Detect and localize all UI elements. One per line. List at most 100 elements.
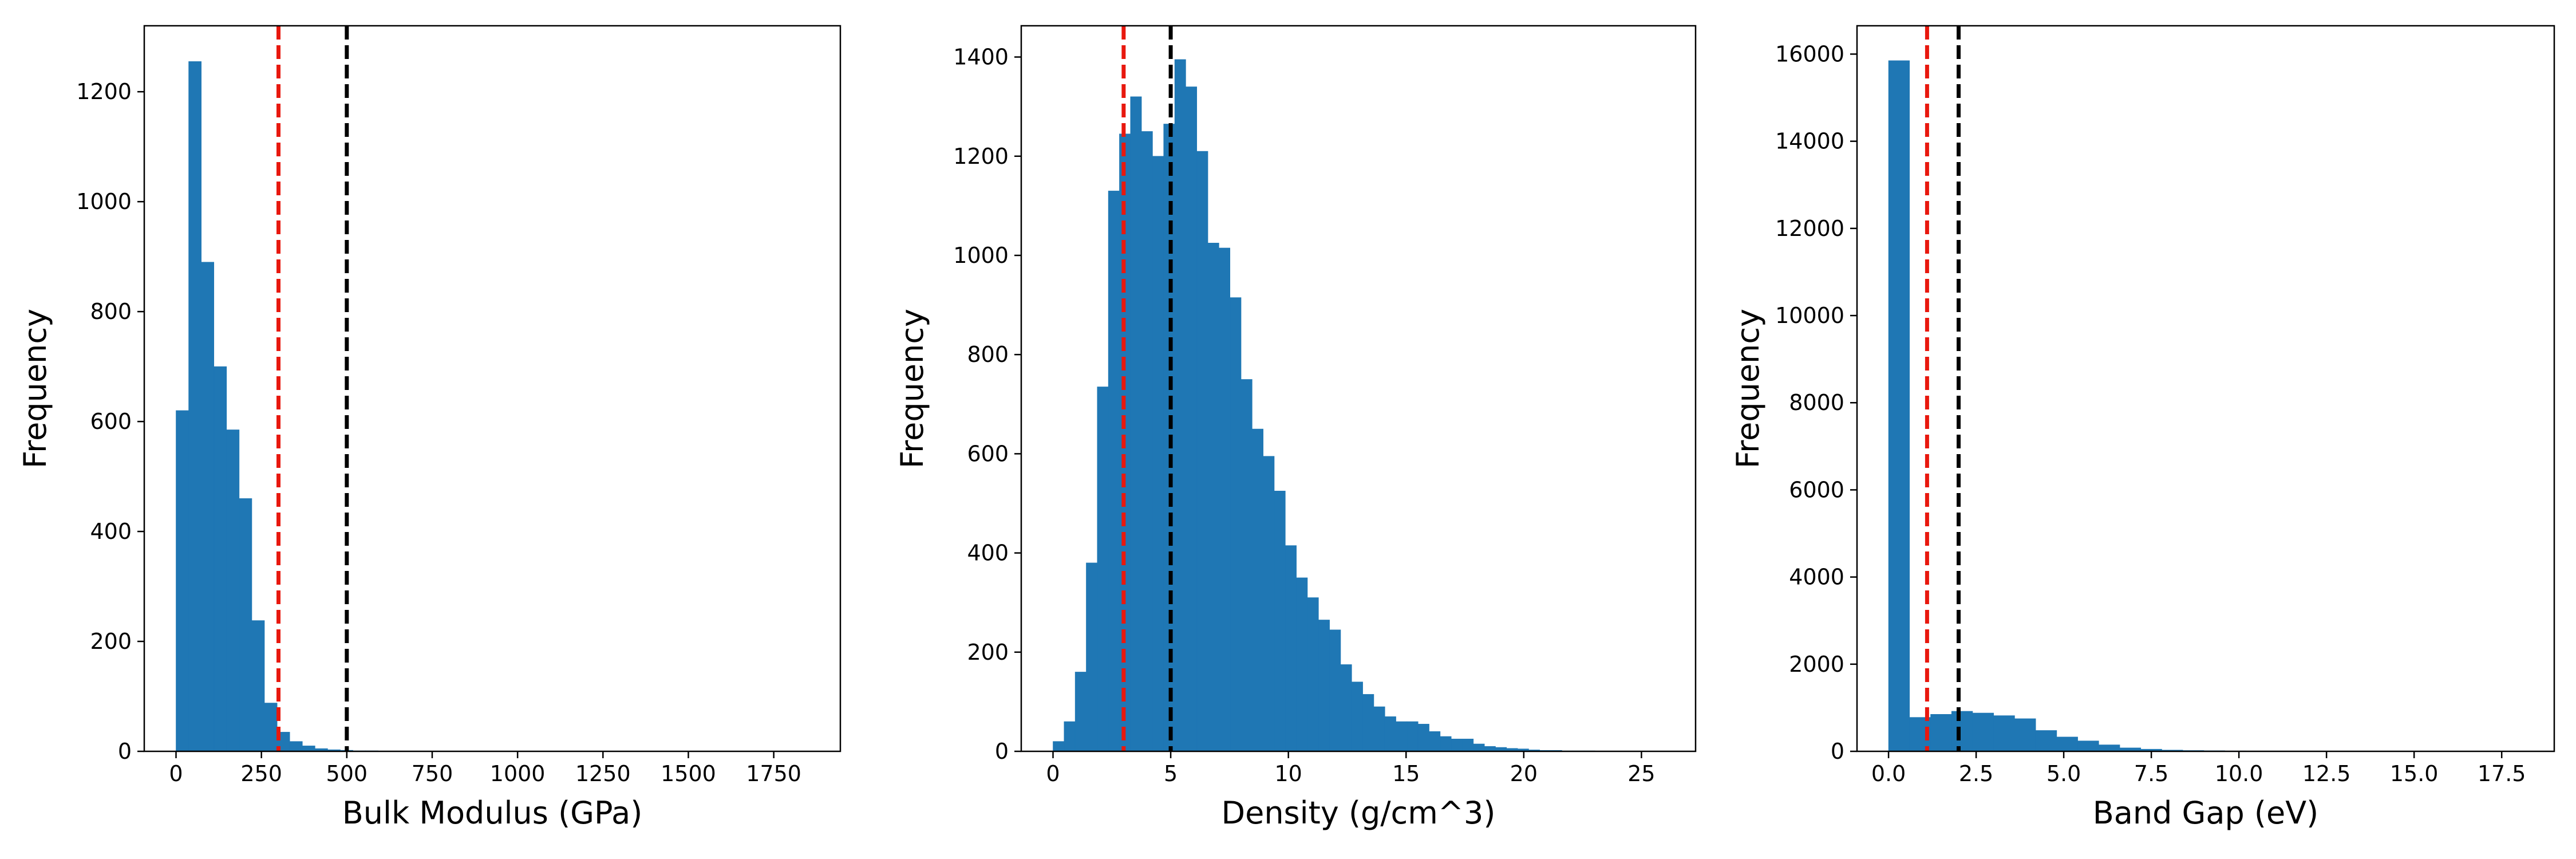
histogram-bar (1219, 247, 1231, 752)
histogram-bar (1196, 151, 1208, 752)
y-tick-label: 10000 (1775, 303, 1844, 328)
y-tick-label: 600 (90, 409, 132, 434)
histogram-bar (1074, 672, 1086, 752)
histogram-bar (214, 366, 227, 752)
x-tick-label: 15.0 (2390, 761, 2439, 786)
x-tick-label: 12.5 (2302, 761, 2351, 786)
y-axis-label: Frequency (1730, 309, 1766, 468)
x-tick-label: 750 (412, 761, 453, 786)
histogram-bar (264, 703, 278, 752)
bulk-modulus-histogram: 0 250 500 750 1000 1250 1500 1750 0 200 400 600 800 1… (17, 25, 841, 831)
histogram-bar (1417, 724, 1429, 752)
y-tick-label: 200 (967, 640, 1009, 665)
y-tick-label: 0 (995, 739, 1009, 764)
histogram-bar (289, 741, 303, 752)
histogram-bar (1097, 387, 1109, 752)
x-tick-label: 1250 (575, 761, 631, 786)
y-tick-label: 16000 (1775, 41, 1844, 66)
y-tick-label: 800 (90, 299, 132, 324)
histogram-bar (1307, 597, 1319, 752)
y-tick-label: 0 (118, 739, 132, 764)
histogram-bar (1462, 739, 1474, 752)
histogram-bar (1285, 545, 1297, 752)
y-tick-label: 1400 (953, 45, 1009, 70)
y-tick-label: 800 (967, 342, 1009, 367)
histogram-bar (1473, 743, 1485, 752)
histogram-bar (1351, 681, 1363, 752)
y-tick-label: 6000 (1789, 477, 1844, 502)
histogram-bar (1362, 694, 1374, 752)
histogram-bar (1993, 715, 2015, 752)
histogram-bar (2056, 736, 2078, 752)
histogram-bar (1064, 721, 1076, 752)
histogram-bar (1484, 746, 1496, 752)
histogram-bar (1086, 562, 1098, 752)
y-axis-label: Frequency (894, 309, 930, 468)
histogram-bar (1930, 714, 1952, 752)
y-tick-label: 400 (90, 519, 132, 544)
y-tick-label: 1200 (76, 79, 132, 104)
band-gap-histogram: 0.0 2.5 5.0 7.5 10.0 12.5 15.0 17.5 0 2000 4000 600… (1730, 25, 2555, 831)
histogram-bar (1429, 731, 1441, 752)
y-tick-label: 1000 (76, 189, 132, 214)
x-tick-label: 5.0 (2046, 761, 2081, 786)
y-tick-label: 4000 (1789, 565, 1844, 590)
histogram-bar (176, 410, 189, 752)
histogram-bar (239, 498, 252, 752)
x-axis-label: Bulk Modulus (GPa) (342, 795, 643, 831)
x-tick-label: 0 (1046, 761, 1060, 786)
histogram-bar (1053, 741, 1065, 752)
histogram-bar (226, 430, 240, 752)
x-tick-label: 0 (169, 761, 183, 786)
y-tick-label: 200 (90, 629, 132, 654)
y-tick-label: 2000 (1789, 652, 1844, 677)
histogram-bar (1263, 456, 1275, 752)
histogram-bar (2099, 744, 2120, 752)
x-tick-label: 0.0 (1871, 761, 1906, 786)
x-tick-label: 7.5 (2134, 761, 2168, 786)
histogram-bar (1186, 86, 1198, 752)
x-axis-label: Density (g/cm^3) (1222, 795, 1496, 831)
y-tick-label: 0 (1831, 739, 1844, 764)
x-axis-label: Band Gap (eV) (2093, 795, 2318, 831)
y-tick-label: 8000 (1789, 390, 1844, 415)
histogram-bar (1152, 156, 1164, 752)
histogram-bar (188, 61, 202, 752)
x-tick-label: 1500 (661, 761, 716, 786)
axes-frame (143, 25, 841, 752)
histogram-bar (1406, 721, 1419, 752)
y-tick-label: 1200 (953, 144, 1009, 169)
histogram-bar (1130, 96, 1142, 752)
histogram-bar (1972, 712, 1994, 752)
axes-frame (1856, 25, 2555, 752)
histogram-bar (1396, 721, 1408, 752)
x-tick-label: 500 (326, 761, 368, 786)
histogram-bar (1230, 297, 1242, 752)
histogram-bar (1440, 736, 1452, 752)
x-tick-label: 1000 (490, 761, 546, 786)
histogram-bar (1108, 191, 1120, 752)
density-histogram: 0 5 10 15 20 25 0 200 400 600 800 1000 1200 1400 Densi… (894, 25, 1697, 831)
histogram-bar (1296, 577, 1308, 752)
histogram-bar (302, 746, 315, 752)
histogram-bar (2035, 730, 2057, 752)
histogram-bar (2077, 740, 2099, 752)
x-tick-label: 15 (1392, 761, 1420, 786)
axes-frame (1020, 25, 1697, 752)
histogram-bar (1329, 629, 1341, 752)
histogram-bar (1384, 716, 1396, 752)
y-tick-label: 600 (967, 441, 1009, 466)
histogram-bar (1451, 739, 1463, 752)
y-tick-label: 12000 (1775, 216, 1844, 241)
x-tick-label: 17.5 (2478, 761, 2526, 786)
histogram-bar (1340, 664, 1352, 752)
histogram-bar (1240, 379, 1253, 752)
x-tick-label: 1750 (746, 761, 801, 786)
x-tick-label: 25 (1627, 761, 1655, 786)
x-tick-label: 250 (240, 761, 282, 786)
histogram-bar (251, 620, 265, 752)
histogram-bar (2014, 718, 2036, 752)
x-tick-label: 10 (1274, 761, 1302, 786)
y-tick-label: 14000 (1775, 129, 1844, 154)
